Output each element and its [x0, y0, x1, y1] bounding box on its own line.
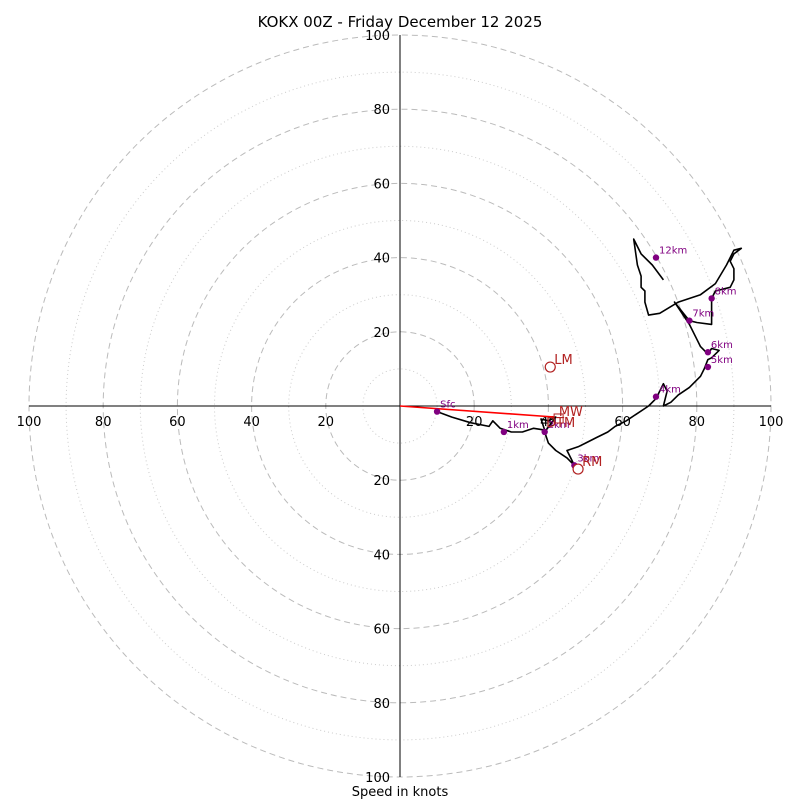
- storm-motion-marker: [572, 463, 584, 475]
- tick-label-left: 80: [95, 415, 112, 430]
- dtm-label: DTM: [546, 416, 575, 431]
- height-marker: [652, 254, 660, 261]
- height-marker: [704, 363, 712, 371]
- tick-label-bottom: 80: [373, 697, 390, 712]
- height-marker-label: 4km: [659, 385, 681, 396]
- height-marker-label: Sfc: [440, 400, 455, 411]
- tick-label-left: 100: [17, 415, 42, 430]
- x-axis-label: Speed in knots: [352, 785, 449, 800]
- storm-motion-label: LM: [554, 353, 572, 368]
- height-marker-label: 5km: [711, 355, 733, 366]
- height-marker: [433, 408, 441, 415]
- tick-label-top: 40: [373, 252, 390, 267]
- tick-label-top: 80: [373, 103, 390, 118]
- height-marker-label: 3km: [577, 453, 599, 464]
- height-marker-label: 7km: [692, 309, 714, 320]
- tick-label-right: 100: [759, 415, 784, 430]
- mean-wind-vector: [399, 405, 556, 418]
- tick-label-top: 100: [365, 29, 390, 44]
- height-marker: [708, 295, 715, 302]
- chart-title: KOKX 00Z - Friday December 12 2025: [258, 13, 543, 31]
- tick-label-bottom: 100: [365, 771, 390, 786]
- height-marker: [541, 428, 548, 436]
- storm-motion-label: RM: [582, 455, 602, 470]
- tick-label-right: 80: [689, 415, 706, 430]
- tick-label-right: 20: [466, 415, 483, 430]
- tick-label-top: 60: [373, 177, 390, 192]
- tick-label-left: 40: [243, 415, 260, 430]
- height-marker: [686, 317, 693, 324]
- height-marker-label: 8km: [715, 286, 737, 297]
- height-marker-label: 2km: [548, 420, 570, 431]
- height-marker-label: 6km: [711, 340, 733, 351]
- height-marker: [500, 428, 508, 436]
- tick-label-bottom: 40: [373, 548, 390, 563]
- mean-wind-label: MW: [559, 405, 583, 420]
- tick-label-left: 60: [169, 415, 186, 430]
- height-marker: [704, 349, 712, 356]
- tick-label-bottom: 20: [373, 474, 390, 489]
- tick-label-top: 20: [373, 326, 390, 341]
- tick-label-bottom: 60: [373, 623, 390, 638]
- tick-label-left: 20: [318, 415, 335, 430]
- hodograph-trace: [436, 238, 743, 467]
- height-marker-label: 12km: [659, 246, 687, 257]
- storm-motion-marker: [544, 361, 556, 373]
- height-marker: [652, 393, 660, 400]
- dtm-marker: [553, 413, 564, 424]
- height-marker-label: 1km: [507, 420, 529, 431]
